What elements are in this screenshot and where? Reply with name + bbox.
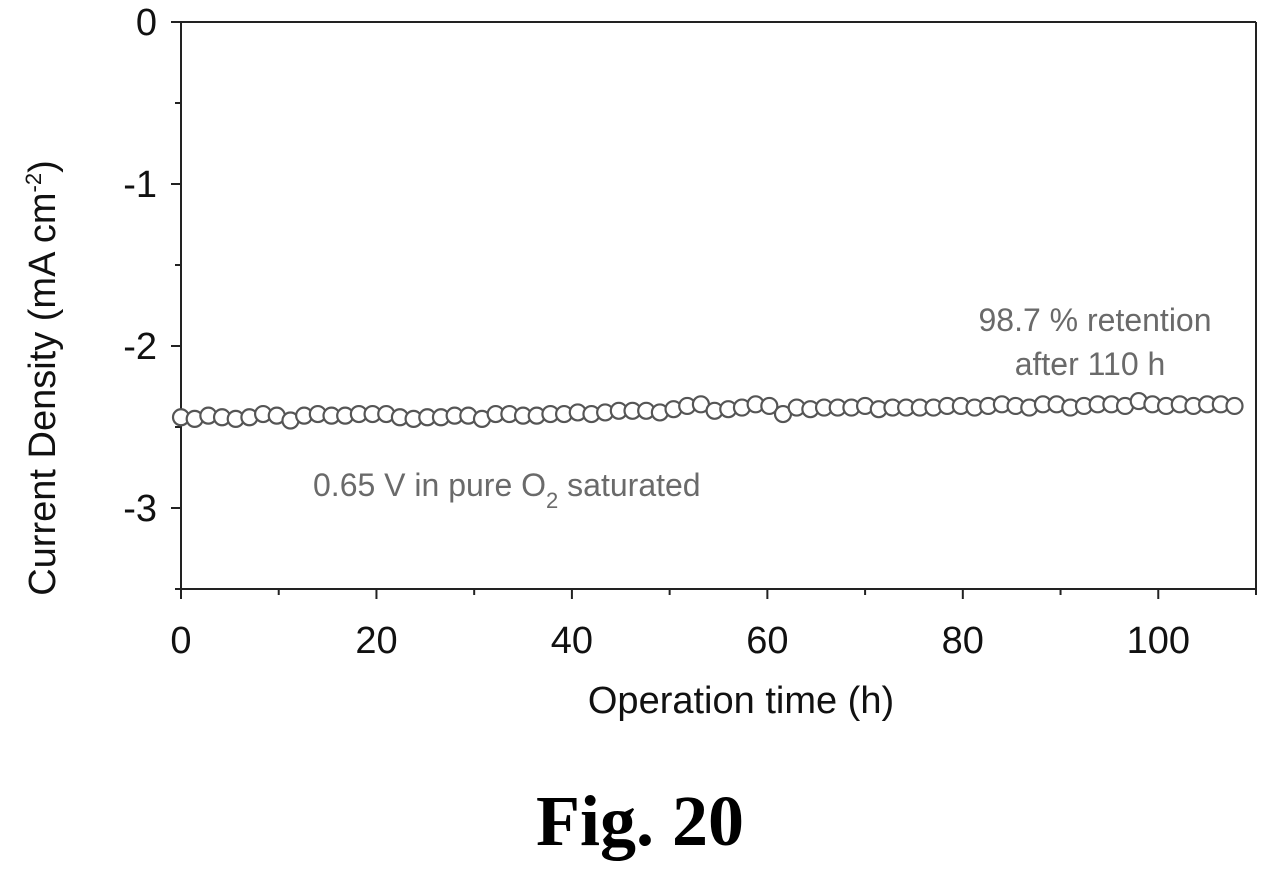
annotation-condition: 0.65 V in pure O2 saturated	[313, 467, 701, 513]
ticks: 0 20 40 60 80 100 0 -1 -2 -3	[123, 2, 1257, 662]
x-tick-label: 100	[1127, 620, 1190, 662]
annotation-condition-suffix: saturated	[558, 467, 700, 503]
y-tick-label: 0	[136, 2, 157, 44]
x-tick-label: 60	[746, 620, 788, 662]
y-tick-label: -3	[123, 488, 157, 530]
figure-caption: Fig. 20	[536, 781, 744, 861]
x-tick-label: 80	[942, 620, 984, 662]
x-axis-title: Operation time (h)	[588, 680, 894, 722]
x-tick-label: 0	[170, 620, 191, 662]
data-point	[1225, 396, 1244, 416]
y-axis-title-close: )	[22, 160, 64, 173]
x-tick-label: 20	[355, 620, 397, 662]
y-axis-title-sup: -2	[21, 173, 46, 193]
data-points	[171, 391, 1244, 430]
chart: 0 20 40 60 80 100 0 -1 -2 -3 Operation time (h) C…	[21, 2, 1257, 722]
y-axis-title-main: Current Density (mA cm	[22, 192, 64, 595]
data-point	[760, 396, 779, 416]
y-axis-title: Current Density (mA cm-2)	[21, 160, 64, 596]
axes	[180, 21, 1257, 590]
annotation-retention-line-2: after 110 h	[1015, 346, 1166, 382]
annotation-retention-line-1: 98.7 % retention	[978, 302, 1211, 338]
x-tick-label: 40	[551, 620, 593, 662]
y-tick-label: -2	[123, 326, 157, 368]
y-tick-label: -1	[123, 164, 157, 206]
annotation-condition-sub: 2	[546, 488, 558, 513]
annotation-condition-prefix: 0.65 V in pure O	[313, 467, 546, 503]
